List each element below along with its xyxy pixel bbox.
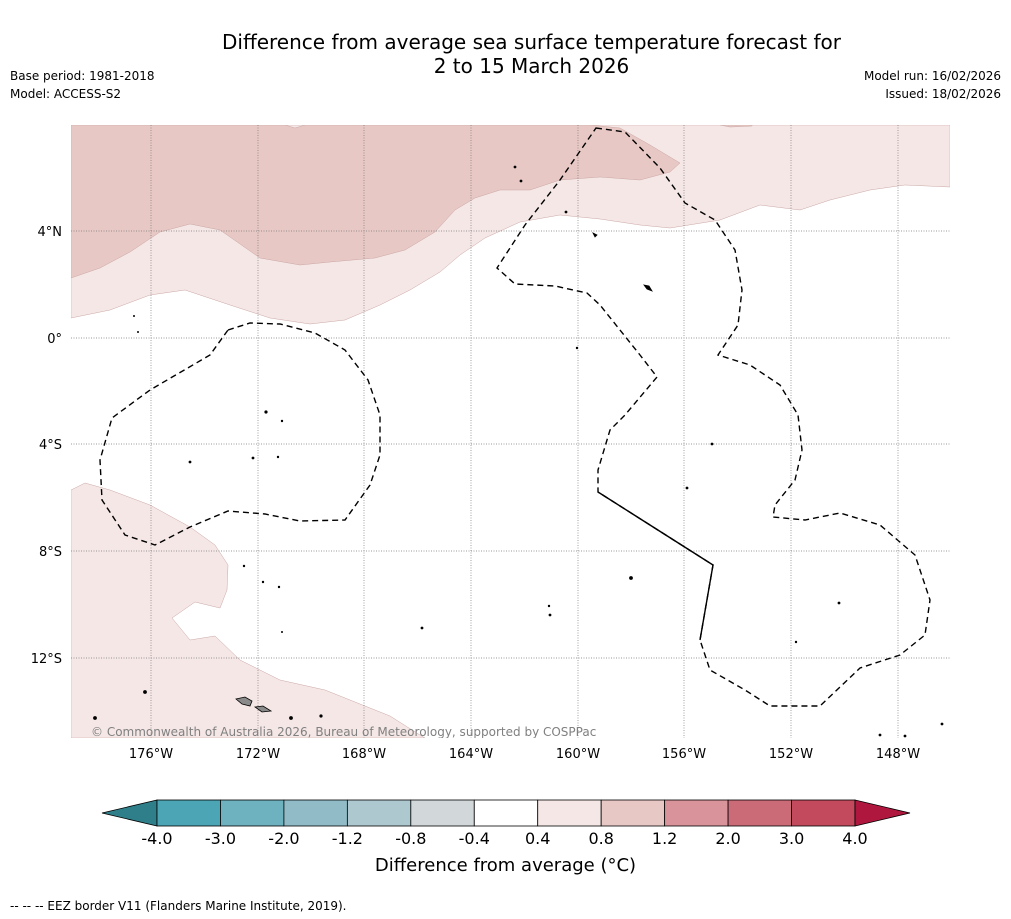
island	[319, 714, 323, 718]
island	[513, 165, 517, 169]
lon-label: 164°W	[449, 747, 493, 762]
lat-label: 8°S	[39, 545, 62, 560]
colorbar	[101, 799, 911, 827]
island	[280, 419, 284, 423]
colorbar-tick-label: -4.0	[141, 829, 172, 848]
island	[280, 631, 283, 634]
chart-title: Difference from average sea surface temp…	[0, 30, 1011, 78]
island	[575, 346, 579, 350]
colorbar-extend-low	[101, 799, 158, 827]
islands	[93, 165, 944, 738]
colorbar-title: Difference from average (°C)	[374, 855, 637, 876]
colorbar-tick-label: 3.0	[779, 829, 804, 848]
anomaly-region-0-8-to-1-2-top-right	[719, 125, 753, 128]
island	[548, 613, 552, 617]
island	[940, 722, 944, 726]
colorbar-segment	[537, 799, 602, 827]
island	[132, 314, 135, 317]
island	[903, 734, 907, 738]
island-samoa-savaii	[253, 705, 273, 713]
colorbar-tick-label: 1.2	[652, 829, 677, 848]
lon-label: 176°W	[129, 747, 173, 762]
base-period: Base period: 1981-2018	[10, 69, 155, 83]
island	[277, 585, 281, 589]
colorbar-segment	[410, 799, 475, 827]
colorbar-segment	[346, 799, 412, 827]
colorbar-tick-label: -2.0	[268, 829, 299, 848]
colorbar-extend-high	[854, 799, 911, 827]
graticule	[71, 125, 950, 738]
eez-border-kiribati-line	[496, 127, 931, 707]
island	[710, 442, 714, 446]
eez-note: -- -- -- EEZ border V11 (Flanders Marine…	[10, 899, 347, 913]
island	[643, 284, 653, 292]
island	[93, 716, 97, 720]
island	[264, 410, 268, 414]
colorbar-segment	[600, 799, 666, 827]
lat-label: 0°	[47, 332, 62, 347]
lon-label: 160°W	[556, 747, 600, 762]
island	[188, 460, 192, 464]
island	[685, 486, 689, 490]
island	[564, 210, 568, 214]
colorbar-tick-label: -3.0	[205, 829, 236, 848]
island	[837, 601, 841, 605]
lon-label: 152°W	[769, 747, 813, 762]
latitude-labels: 4°N 0° 4°S 8°S 12°S	[31, 225, 62, 667]
colorbar-tick-label: 4.0	[842, 829, 867, 848]
colorbar-segment	[156, 799, 221, 827]
lon-label: 168°W	[342, 747, 386, 762]
colorbar-segment	[664, 799, 729, 827]
island	[878, 733, 882, 737]
island	[242, 564, 246, 568]
island-samoa-upolu	[235, 696, 253, 707]
colorbar-tick-label: -0.4	[459, 829, 490, 848]
colorbar-segment	[727, 799, 792, 827]
island	[547, 604, 551, 608]
island	[276, 455, 280, 459]
colorbar-tick-label: -1.2	[332, 829, 363, 848]
colorbar-tick-label: 0.4	[525, 829, 550, 848]
model-name: Model: ACCESS-S2	[10, 87, 122, 101]
island	[143, 690, 147, 694]
island	[251, 456, 255, 460]
anomaly-region-0-8-to-1-2	[71, 125, 681, 279]
island	[420, 626, 424, 630]
island	[592, 232, 598, 238]
eez-borders	[99, 127, 931, 707]
colorbar-tick-labels: -4.0 -3.0 -2.0 -1.2 -0.8 -0.4 0.4 0.8 1.2 2.0 3.0 4…	[141, 829, 867, 848]
eez-solid-segment	[597, 491, 714, 641]
meta-left: Base period: 1981-2018 Model: ACCESS-S2	[10, 67, 155, 103]
colorbar-tick-label: -0.8	[395, 829, 426, 848]
colorbar-tick-label: 0.8	[588, 829, 613, 848]
meta-right: Model run: 16/02/2026 Issued: 18/02/2026	[864, 67, 1001, 103]
colorbar-tick-label: 2.0	[715, 829, 740, 848]
lon-label: 156°W	[662, 747, 706, 762]
lat-label: 4°S	[39, 438, 62, 453]
title-line-2: 2 to 15 March 2026	[433, 54, 630, 78]
copyright-notice: © Commonwealth of Australia 2026, Bureau…	[91, 725, 596, 739]
longitude-labels: 176°W 172°W 168°W 164°W 160°W 156°W 152°…	[129, 747, 920, 762]
model-run: Model run: 16/02/2026	[863, 69, 1001, 83]
lat-label: 4°N	[38, 225, 63, 240]
island	[794, 640, 798, 644]
island	[629, 576, 633, 580]
colorbar-segment	[473, 799, 539, 827]
lon-label: 172°W	[236, 747, 280, 762]
lon-label: 148°W	[876, 747, 920, 762]
colorbar-segment	[283, 799, 348, 827]
colorbar-segment	[791, 799, 856, 827]
island	[519, 179, 523, 183]
map-plot-area: © Commonwealth of Australia 2026, Bureau…	[71, 125, 950, 739]
issued-date: Issued: 18/02/2026	[885, 87, 1001, 101]
island	[289, 716, 293, 720]
anomaly-region-0-4-to-0-8-south	[71, 482, 426, 738]
lat-label: 12°S	[31, 652, 62, 667]
title-line-1: Difference from average sea surface temp…	[221, 30, 841, 54]
colorbar-segment	[220, 799, 285, 827]
island	[261, 580, 265, 584]
island	[136, 330, 139, 333]
